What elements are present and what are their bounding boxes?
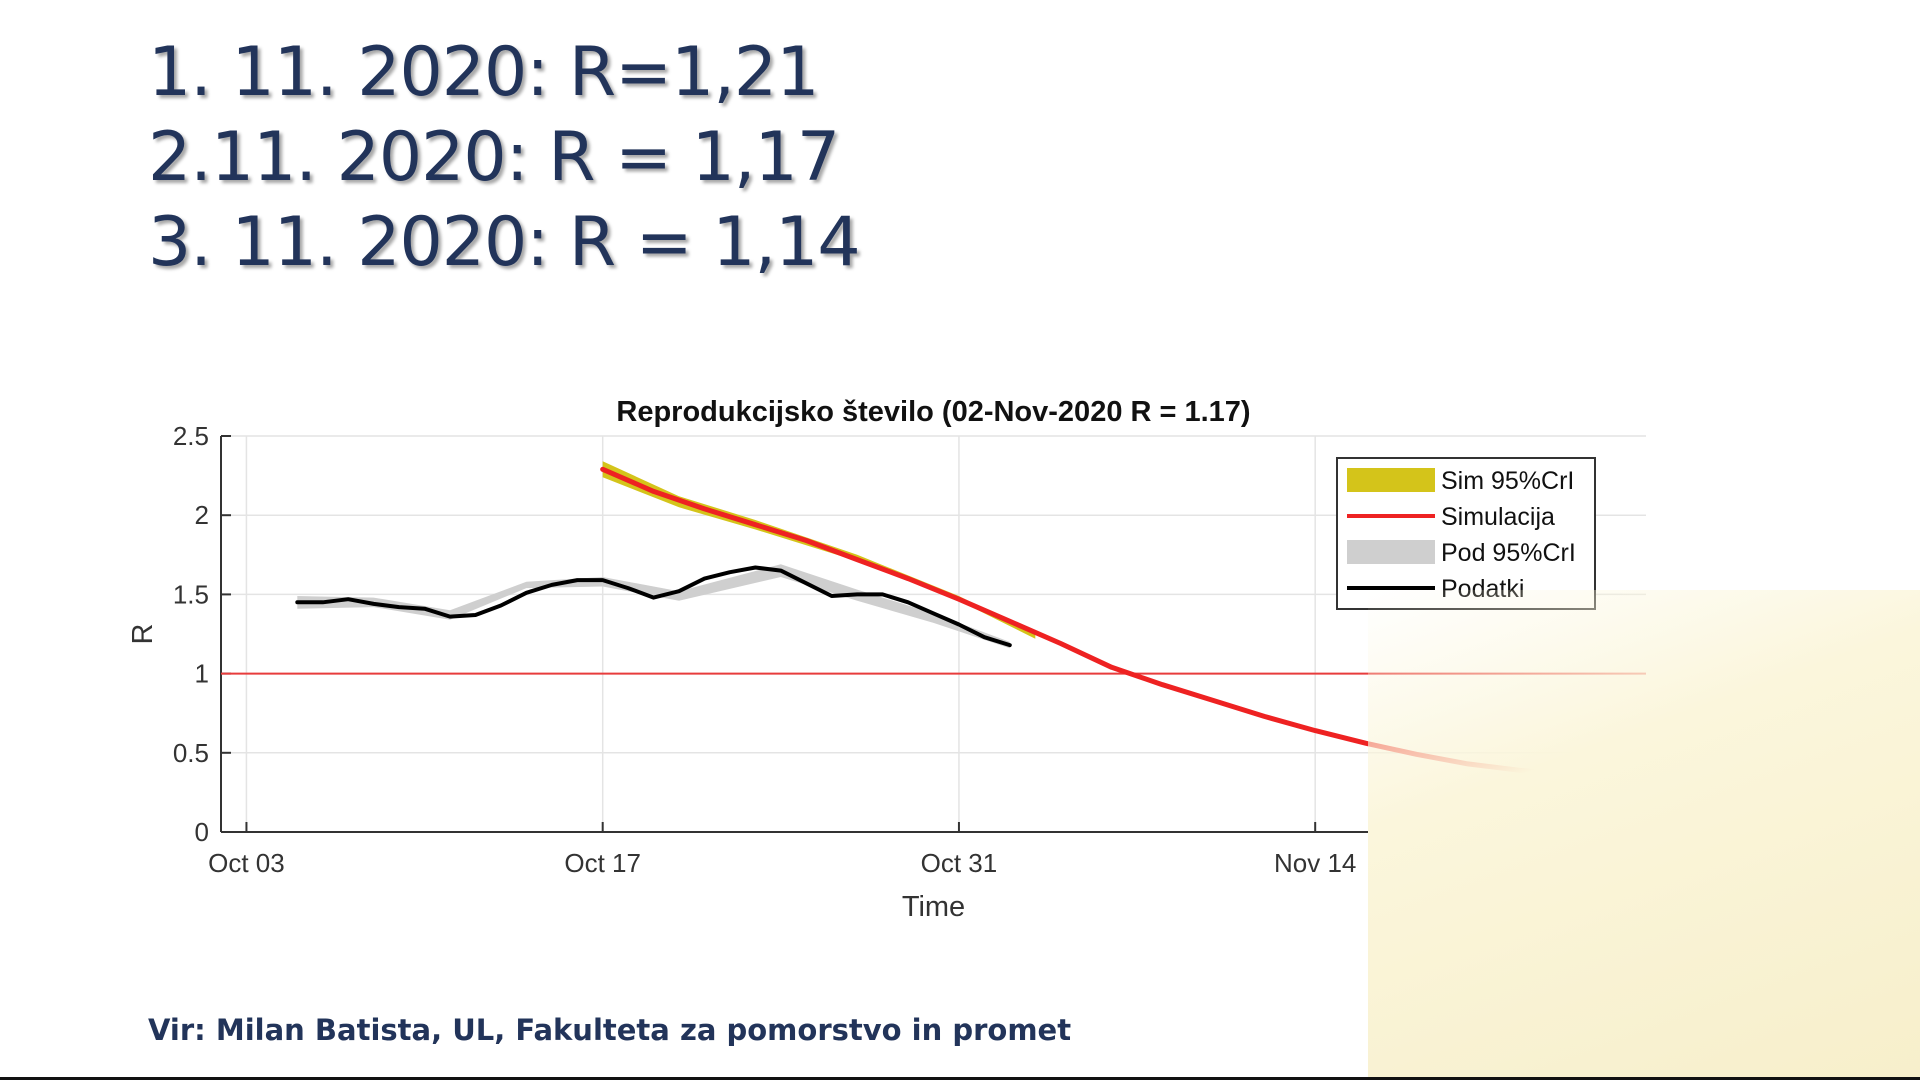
- legend-sim-ci-label: Sim 95%CrI: [1441, 467, 1574, 495]
- podatki-line: [295, 565, 1012, 648]
- y-tick-label: 2.5: [173, 421, 209, 451]
- headline-line-3: 3. 11. 2020: R = 1,14: [148, 203, 861, 282]
- chart-title: Reprodukcijsko število (02-Nov-2020 R = …: [616, 396, 1250, 428]
- x-tick-label: Nov 14: [1274, 848, 1356, 878]
- y-tick-label: 2: [195, 500, 209, 530]
- y-tick-label: 1: [195, 659, 209, 689]
- headline-line-1: 1. 11. 2020: R=1,21: [148, 33, 819, 112]
- source-credit: Vir: Milan Batista, UL, Fakulteta za pom…: [148, 1013, 1072, 1047]
- pod-ci-band: [297, 564, 1010, 649]
- y-tick-label: 1.5: [173, 579, 209, 609]
- headline-line-2: 2.11. 2020: R = 1,17: [148, 118, 840, 197]
- x-tick-label: Oct 03: [208, 848, 285, 878]
- x-axis-label: Time: [902, 891, 965, 923]
- legend-pod-ci-label: Pod 95%CrI: [1441, 539, 1576, 567]
- headline: 1. 11. 2020: R=1,21 2.11. 2020: R = 1,17…: [148, 30, 861, 285]
- y-tick-label: 0: [195, 817, 209, 847]
- legend-pod-ci-swatch: [1347, 540, 1435, 564]
- x-tick-label: Oct 31: [921, 848, 998, 878]
- legend-sim-ci-swatch: [1347, 468, 1435, 492]
- y-axis-label: R: [127, 624, 159, 645]
- sign-language-interpreter-region: [1368, 590, 1920, 1077]
- x-tick-label: Oct 17: [564, 848, 641, 878]
- legend-simulacija-label: Simulacija: [1441, 503, 1555, 531]
- y-tick-label: 0.5: [173, 738, 209, 768]
- bottom-bar: [0, 1077, 1920, 1080]
